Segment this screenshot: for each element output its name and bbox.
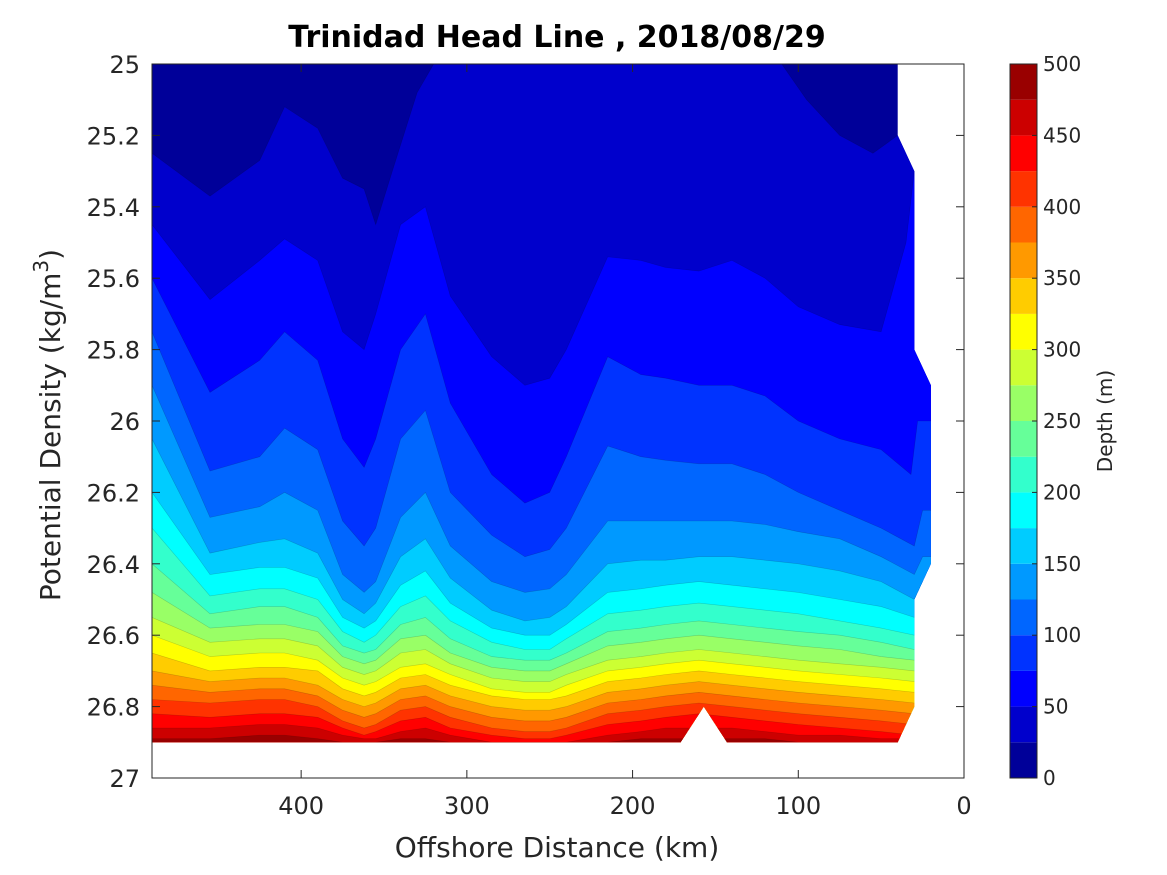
colorbar-swatch xyxy=(1010,670,1037,707)
contour-fills xyxy=(152,64,931,743)
colorbar-tick-label: 150 xyxy=(1043,552,1081,576)
colorbar-swatch xyxy=(1010,313,1037,350)
y-tick-label: 26.2 xyxy=(87,479,140,507)
x-tick-label: 300 xyxy=(444,792,490,820)
y-tick-label: 25.8 xyxy=(87,337,140,365)
colorbar-swatch xyxy=(1010,99,1037,136)
colorbar-swatch xyxy=(1010,278,1037,314)
y-axis-label: Potential Density (kg/m3) xyxy=(29,249,67,601)
colorbar-swatch xyxy=(1010,563,1037,600)
plot-area xyxy=(152,64,931,743)
y-tick-label: 25.4 xyxy=(87,194,140,222)
colorbar-swatch xyxy=(1010,206,1037,243)
colorbar-swatch xyxy=(1010,385,1037,421)
x-tick-label: 100 xyxy=(775,792,821,820)
colorbar-tick-label: 350 xyxy=(1043,266,1081,290)
colorbar-swatch xyxy=(1010,706,1037,743)
colorbar-swatch xyxy=(1010,64,1037,100)
colorbar-tick-label: 300 xyxy=(1043,338,1081,362)
y-tick-label: 27 xyxy=(109,765,140,793)
chart-title: Trinidad Head Line , 2018/08/29 xyxy=(288,20,825,55)
y-tick-label: 26 xyxy=(109,408,140,436)
colorbar-tick-label: 100 xyxy=(1043,623,1081,647)
colorbar-swatch xyxy=(1010,528,1037,564)
x-tick-label: 400 xyxy=(278,792,324,820)
colorbar-swatch xyxy=(1010,742,1037,778)
colorbar-swatch xyxy=(1010,492,1037,529)
colorbar-tick-label: 200 xyxy=(1043,480,1081,504)
axes: 400 300 200 100 0 25 25.2 25.4 25.6 25.8 26 26.2 26.… xyxy=(87,51,972,820)
colorbar-swatch xyxy=(1010,349,1037,386)
colorbar-tick-label: 500 xyxy=(1043,52,1081,76)
colorbar-swatch xyxy=(1010,171,1037,207)
y-tick-label: 25.6 xyxy=(87,265,140,293)
colorbar-swatch xyxy=(1010,421,1037,457)
colorbar-tick-label: 0 xyxy=(1043,766,1056,790)
colorbar-swatch xyxy=(1010,635,1037,671)
colorbar-swatch xyxy=(1010,242,1037,279)
colorbar-label: Depth (m) xyxy=(1093,370,1117,472)
y-tick-label: 26.8 xyxy=(87,694,140,722)
y-tick-label: 25 xyxy=(109,51,140,79)
colorbar-tick-label: 450 xyxy=(1043,123,1081,147)
y-tick-label: 25.2 xyxy=(87,122,140,150)
colorbar-swatch xyxy=(1010,456,1037,493)
colorbar: 0 50 100 150 200 250 300 350 400 450 500 xyxy=(1009,52,1081,790)
colorbar-swatch xyxy=(1010,135,1037,172)
x-axis-label: Offshore Distance (km) xyxy=(395,831,720,864)
colorbar-tick-label: 250 xyxy=(1043,409,1081,433)
contour-band-475 xyxy=(152,734,931,743)
colorbar-swatch xyxy=(1010,599,1037,636)
x-tick-label: 0 xyxy=(956,792,971,820)
colorbar-tick-label: 50 xyxy=(1043,695,1068,719)
colorbar-tick-label: 400 xyxy=(1043,195,1081,219)
x-tick-label: 200 xyxy=(610,792,656,820)
y-tick-label: 26.6 xyxy=(87,622,140,650)
y-tick-label: 26.4 xyxy=(87,551,140,579)
